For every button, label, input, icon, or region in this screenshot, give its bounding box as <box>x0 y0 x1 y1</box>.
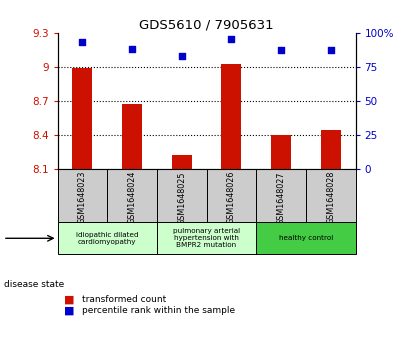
Point <box>79 39 85 45</box>
Bar <box>58 169 107 223</box>
Text: idiopathic dilated
cardiomyopathy: idiopathic dilated cardiomyopathy <box>76 232 139 245</box>
Bar <box>157 169 206 223</box>
Point <box>328 48 334 53</box>
Text: GSM1648026: GSM1648026 <box>227 171 236 224</box>
Text: ■: ■ <box>64 294 74 305</box>
Bar <box>271 135 291 169</box>
Bar <box>72 68 92 169</box>
Bar <box>206 169 256 223</box>
Bar <box>222 65 241 169</box>
Text: transformed count: transformed count <box>82 295 166 304</box>
Text: healthy control: healthy control <box>279 235 333 241</box>
Point <box>228 37 235 42</box>
Bar <box>306 169 356 223</box>
Bar <box>256 223 356 254</box>
Point <box>278 48 284 53</box>
Text: disease state: disease state <box>4 281 65 289</box>
Title: GDS5610 / 7905631: GDS5610 / 7905631 <box>139 19 274 32</box>
Text: GSM1648023: GSM1648023 <box>78 171 87 224</box>
Text: percentile rank within the sample: percentile rank within the sample <box>82 306 236 315</box>
Bar <box>107 169 157 223</box>
Text: ■: ■ <box>64 305 74 315</box>
Bar <box>256 169 306 223</box>
Bar <box>122 104 142 169</box>
Text: GSM1648028: GSM1648028 <box>326 171 335 224</box>
Text: GSM1648024: GSM1648024 <box>127 171 136 224</box>
Bar <box>321 130 341 169</box>
Text: GSM1648025: GSM1648025 <box>177 171 186 225</box>
Bar <box>58 223 157 254</box>
Text: GSM1648027: GSM1648027 <box>277 171 286 225</box>
Text: pulmonary arterial
hypertension with
BMPR2 mutation: pulmonary arterial hypertension with BMP… <box>173 228 240 248</box>
Point <box>129 46 135 52</box>
Bar <box>157 223 256 254</box>
Bar <box>172 155 192 169</box>
Point <box>178 53 185 59</box>
